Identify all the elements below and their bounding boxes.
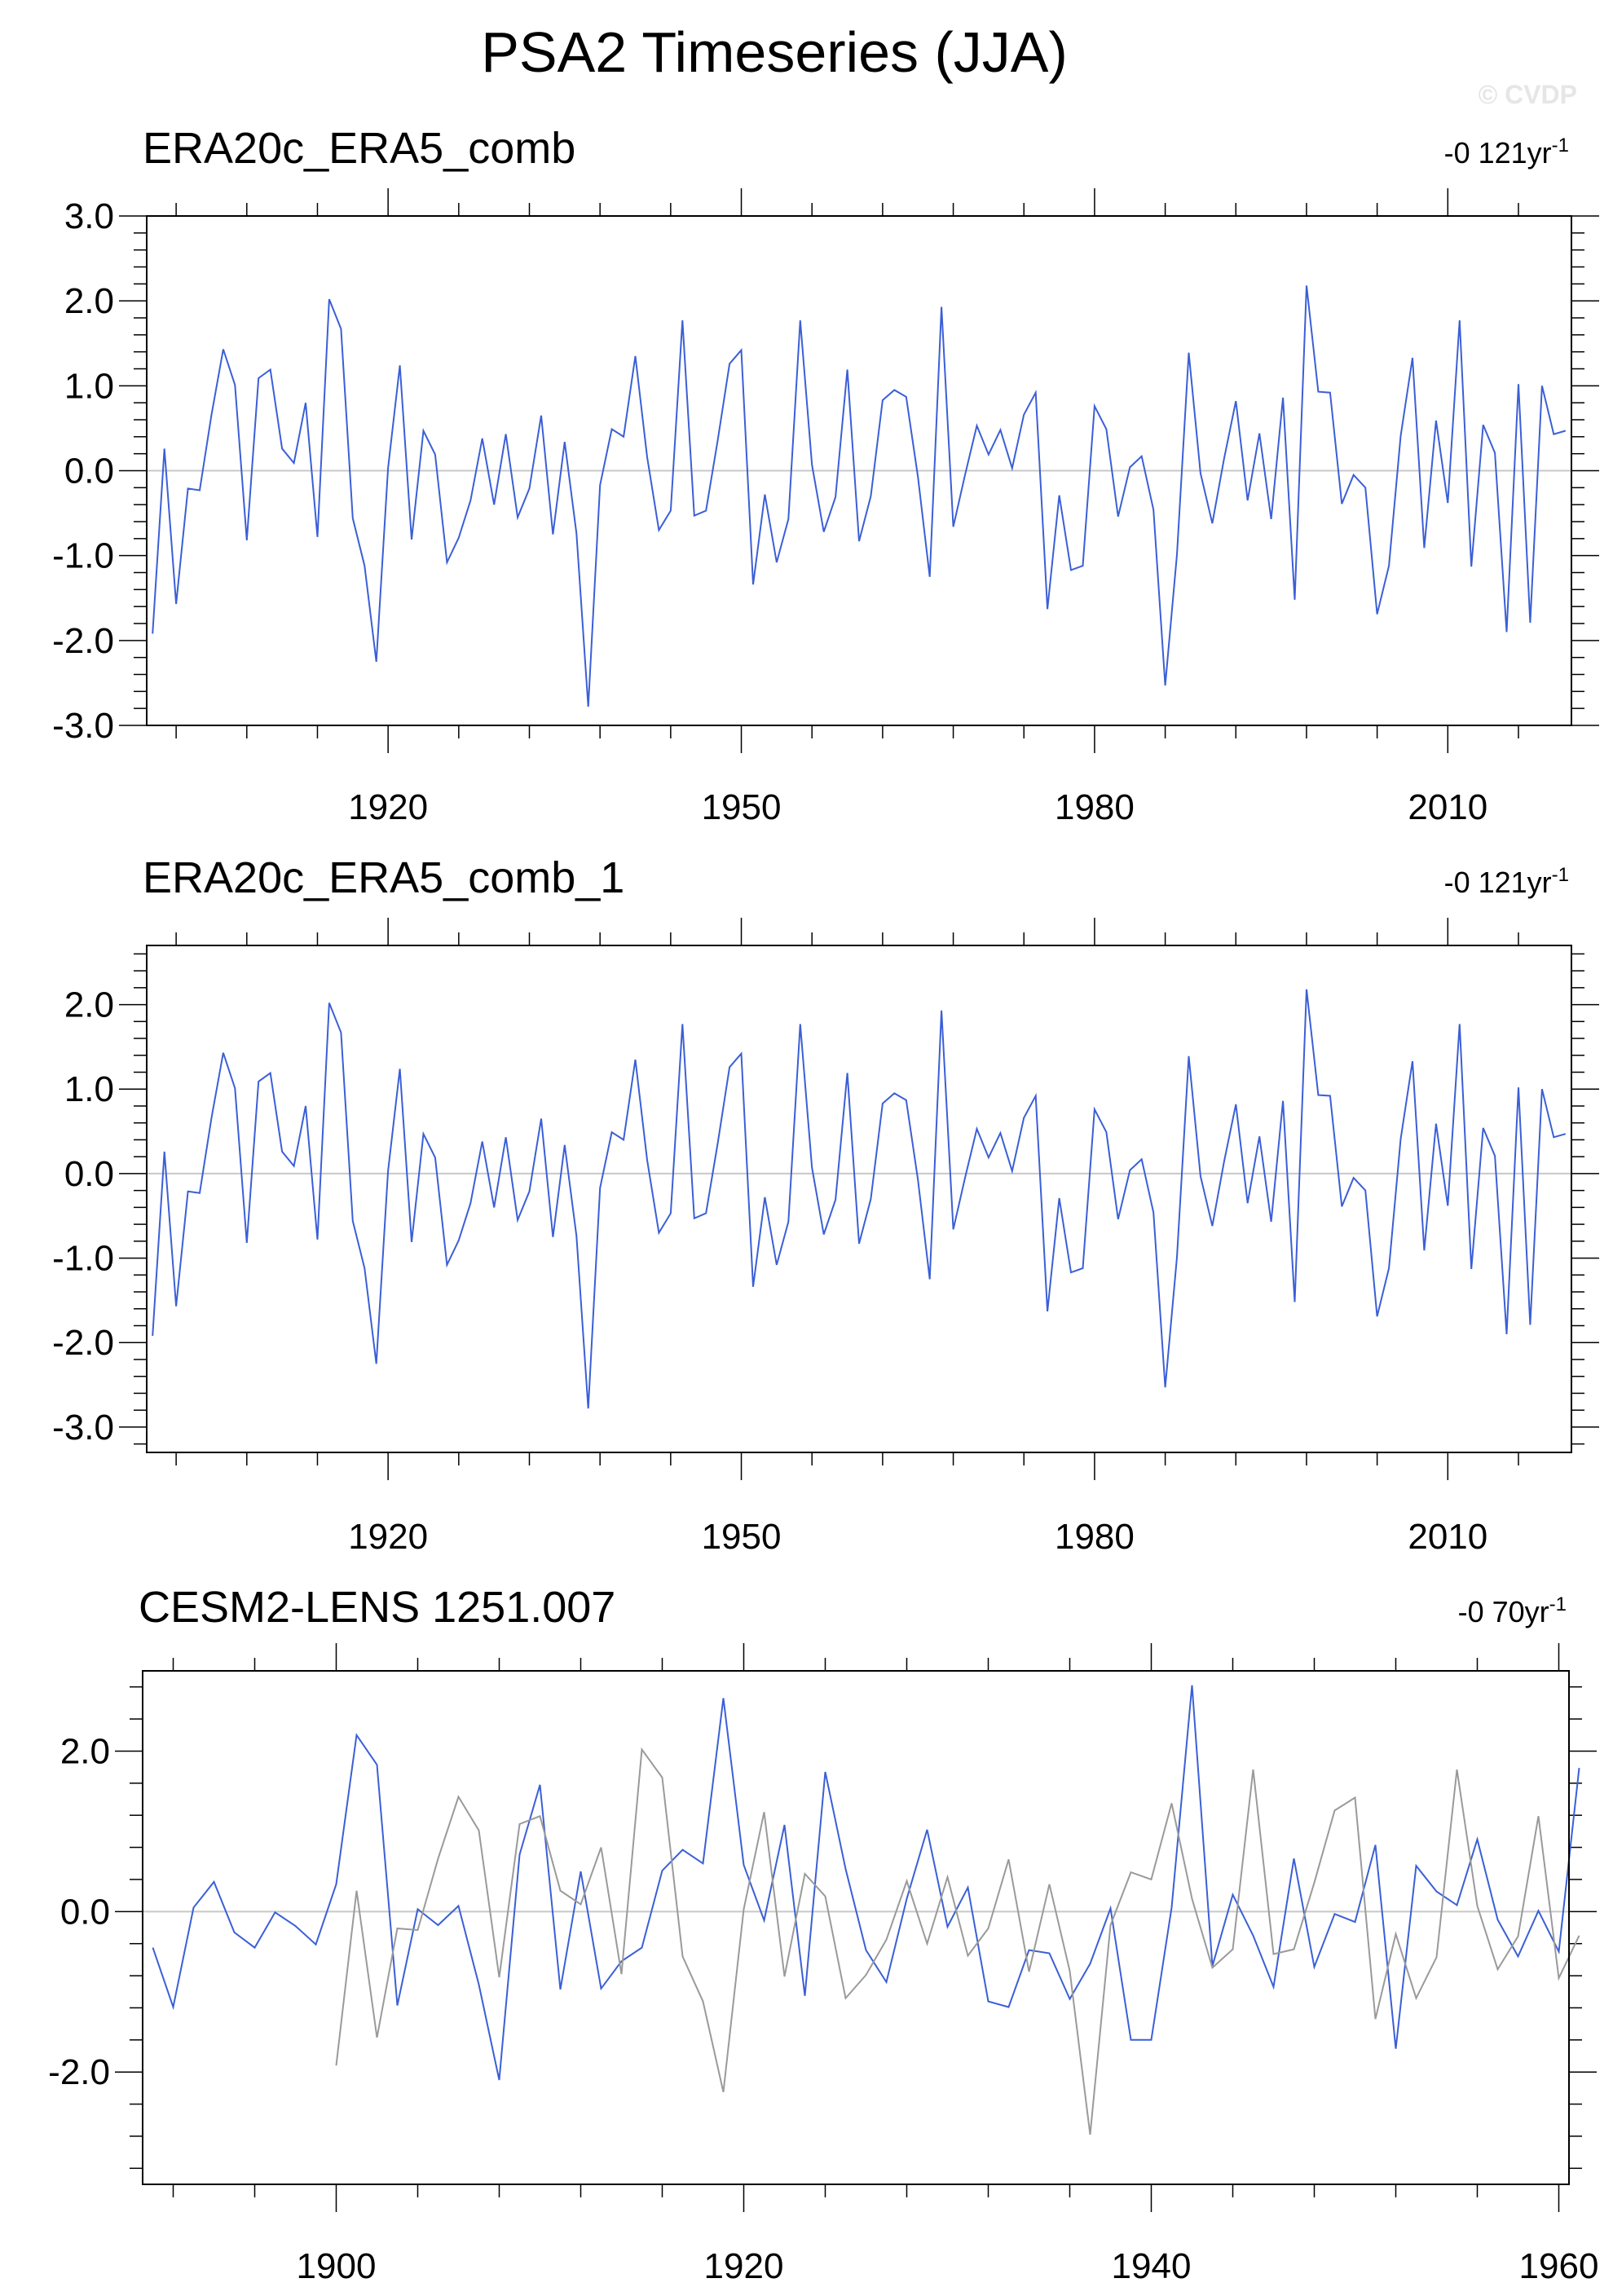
y-tick-label: -2.0 (48, 2052, 110, 2092)
trend-exponent: -1 (1552, 134, 1569, 156)
trend-value: -0 121yr (1444, 136, 1552, 170)
y-tick-label: 2.0 (64, 985, 114, 1025)
x-tick-label: 1900 (297, 2246, 377, 2286)
y-tick-label: 0.0 (64, 1154, 114, 1194)
y-tick-label: 2.0 (64, 281, 114, 321)
x-tick-label: 1920 (704, 2246, 784, 2286)
x-tick-label: 1960 (1519, 2246, 1599, 2286)
x-tick-label: 2010 (1408, 787, 1487, 827)
y-tick-label: -2.0 (52, 621, 114, 661)
y-tick-label: 3.0 (64, 196, 114, 236)
panel-1: ERA20c_ERA5_comb -0 121yr-1 1920 1950 1980 20… (52, 124, 1599, 827)
obs-overlay-line (335, 1747, 1580, 2135)
trend-label: -0 121yr-1 (1444, 864, 1569, 899)
y-tick-label: -1.0 (52, 1239, 114, 1279)
panel-title: ERA20c_ERA5_comb_1 (143, 853, 624, 902)
panel-title: ERA20c_ERA5_comb (143, 124, 575, 173)
cvdp-watermark: © CVDP (1479, 80, 1577, 109)
y-tick-label: 1.0 (64, 366, 114, 406)
y-tick-label: -3.0 (52, 1408, 114, 1448)
plot-frame (146, 945, 1572, 1453)
plot-frame (142, 1670, 1570, 2185)
y-tick-label: -3.0 (52, 706, 114, 746)
y-tick-label: 0.0 (60, 1892, 110, 1932)
trend-value: -0 70yr (1458, 1595, 1549, 1628)
x-tick-label: 1940 (1112, 2246, 1192, 2286)
y-tick-label: 2.0 (60, 1731, 110, 1771)
trend-label: -0 70yr-1 (1458, 1593, 1567, 1628)
x-tick-label: 2010 (1408, 1517, 1487, 1557)
panel-3: CESM2-LENS 1251.007 -0 70yr-1 1900 1920 1940… (48, 1583, 1598, 2286)
series-line (152, 285, 1567, 707)
figure-title: PSA2 Timeseries (JJA) (481, 20, 1068, 84)
y-tick-label: 0.0 (64, 452, 114, 491)
y-tick-label: -1.0 (52, 536, 114, 576)
x-tick-label: 1980 (1055, 1517, 1135, 1557)
trend-exponent: -1 (1552, 864, 1569, 886)
panel-2: ERA20c_ERA5_comb_1 -0 121yr-1 1920 1950 1980… (52, 853, 1599, 1557)
trend-exponent: -1 (1549, 1593, 1567, 1615)
trend-value: -0 121yr (1444, 866, 1552, 899)
plot-frame (146, 215, 1572, 726)
trend-label: -0 121yr-1 (1444, 134, 1569, 170)
x-tick-label: 1980 (1055, 787, 1135, 827)
x-tick-label: 1920 (348, 1517, 428, 1557)
panel-title: CESM2-LENS 1251.007 (139, 1583, 615, 1632)
x-tick-label: 1950 (702, 1517, 782, 1557)
model-series-line (152, 1685, 1580, 2081)
y-tick-label: 1.0 (64, 1069, 114, 1109)
x-tick-label: 1920 (348, 787, 428, 827)
y-tick-label: -2.0 (52, 1323, 114, 1363)
x-tick-label: 1950 (702, 787, 782, 827)
series-line (152, 989, 1567, 1409)
